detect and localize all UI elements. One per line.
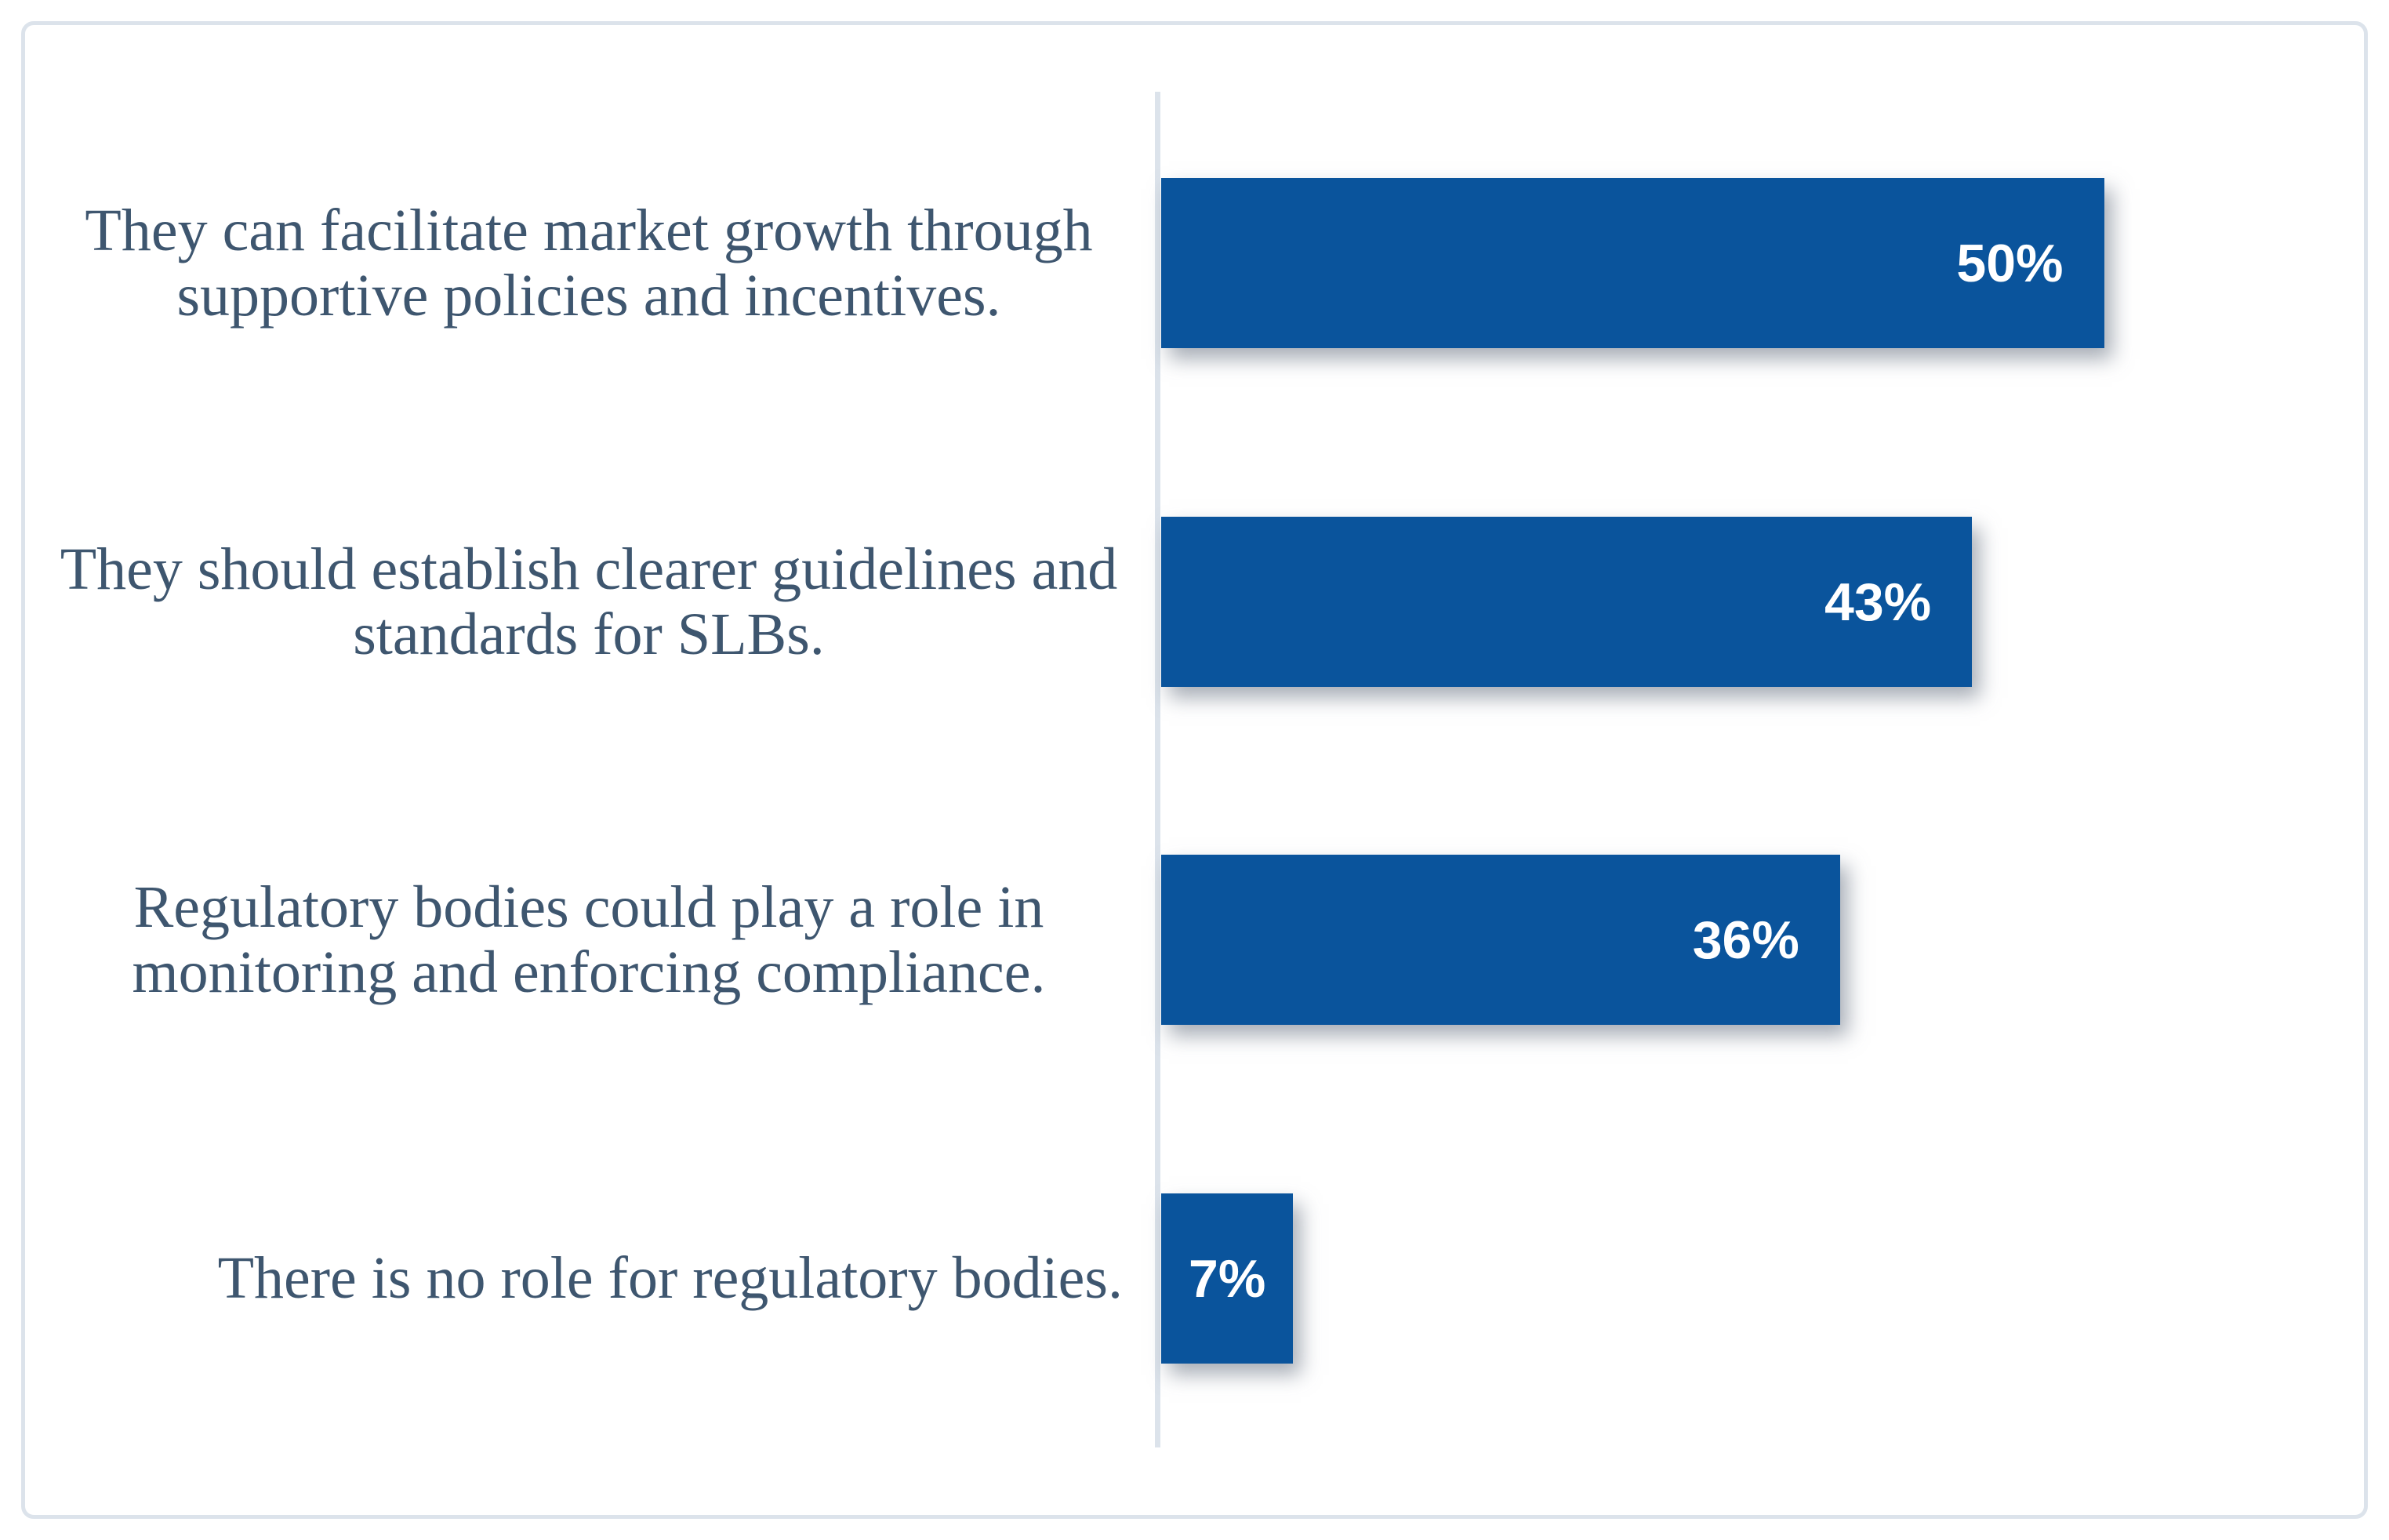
category-label-area: There is no role for regulatory bodies. bbox=[55, 1193, 1123, 1364]
category-label-area: They can facilitate market growth throug… bbox=[55, 178, 1123, 348]
bar: 50% bbox=[1161, 178, 2104, 348]
category-axis-line bbox=[1155, 92, 1160, 1447]
category-label: They should establish clearer guidelines… bbox=[60, 536, 1118, 667]
bar: 7% bbox=[1161, 1193, 1294, 1364]
value-label: 7% bbox=[1189, 1248, 1266, 1309]
bar-row: There is no role for regulatory bodies. … bbox=[0, 1193, 2389, 1364]
value-label: 36% bbox=[1692, 910, 1799, 970]
category-label: They can facilitate market growth throug… bbox=[85, 197, 1093, 329]
bar-row: They should establish clearer guidelines… bbox=[0, 517, 2389, 687]
bar: 43% bbox=[1161, 517, 1973, 687]
value-label: 43% bbox=[1824, 572, 1932, 632]
category-label: There is no role for regulatory bodies. bbox=[217, 1245, 1123, 1312]
category-label-area: Regulatory bodies could play a role in m… bbox=[55, 855, 1123, 1025]
bar-row: Regulatory bodies could play a role in m… bbox=[0, 855, 2389, 1025]
bar-row: They can facilitate market growth throug… bbox=[0, 178, 2389, 348]
value-label: 50% bbox=[1956, 233, 2064, 293]
category-label-area: They should establish clearer guidelines… bbox=[55, 517, 1123, 687]
category-label: Regulatory bodies could play a role in m… bbox=[132, 874, 1046, 1005]
bar: 36% bbox=[1161, 855, 1840, 1025]
